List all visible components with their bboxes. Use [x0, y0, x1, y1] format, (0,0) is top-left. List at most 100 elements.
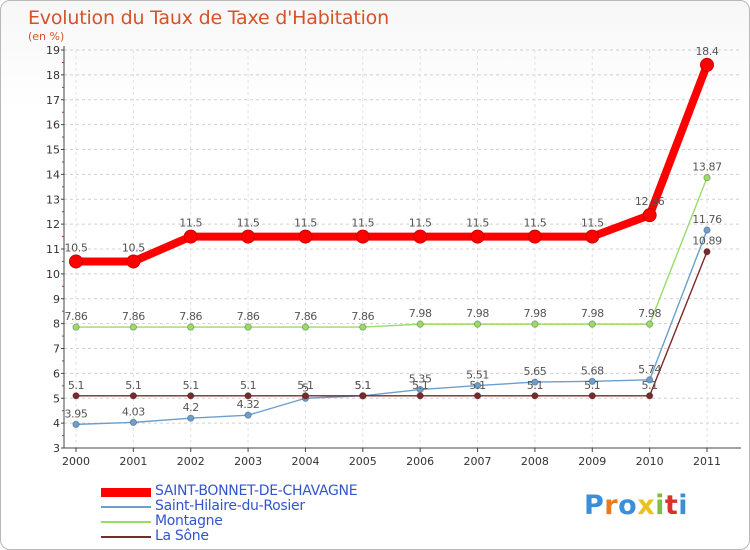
data-label: 4.2	[183, 401, 199, 414]
data-point	[531, 378, 539, 386]
chart-title: Evolution du Taux de Taxe d'Habitation	[28, 7, 389, 29]
data-label: 7.86	[351, 310, 374, 323]
data-point	[645, 376, 654, 384]
y-tick-label: 18	[46, 69, 60, 82]
data-label: 13.87	[692, 161, 722, 174]
data-point	[301, 392, 310, 400]
x-tick-label: 2000	[62, 455, 90, 468]
data-point	[298, 229, 313, 244]
data-label: 7.86	[237, 310, 260, 323]
data-point	[703, 248, 711, 256]
x-tick-label: 2007	[464, 455, 492, 468]
data-point	[645, 392, 654, 400]
data-label: 7.86	[122, 310, 145, 323]
data-label: 5.51	[466, 369, 489, 382]
x-tick-label: 2004	[291, 455, 319, 468]
data-point	[355, 229, 370, 244]
data-point	[187, 392, 195, 400]
data-label: 3.95	[65, 407, 88, 420]
x-tick-label: 2001	[119, 455, 147, 468]
data-label: 5.1	[584, 379, 600, 392]
y-tick-label: 9	[53, 293, 60, 306]
data-label: 18.4	[696, 45, 719, 58]
x-tick-label: 2003	[234, 455, 262, 468]
legend-swatch-montagne	[101, 521, 151, 523]
data-label: 7.86	[65, 310, 88, 323]
data-label: 10.5	[65, 241, 88, 254]
data-point	[129, 418, 138, 427]
y-tick-label: 16	[46, 119, 60, 132]
y-tick-label: 14	[46, 168, 60, 181]
data-point	[642, 208, 657, 223]
series-line	[75, 251, 708, 397]
data-label: 7.86	[294, 310, 317, 323]
data-point	[703, 226, 711, 234]
y-tick-label: 10	[46, 268, 60, 281]
logo-letter: i	[678, 490, 689, 521]
x-tick-label: 2002	[177, 455, 205, 468]
data-point	[703, 173, 711, 182]
y-tick-label: 17	[46, 94, 60, 107]
logo-letter: o	[618, 490, 638, 521]
data-point	[531, 320, 539, 328]
data-label: 4.03	[122, 405, 145, 418]
data-point	[588, 392, 596, 400]
legend-label: SAINT-BONNET-DE-CHAVAGNE	[155, 483, 358, 499]
x-tick-label: 2008	[521, 455, 549, 468]
series-line	[75, 176, 708, 328]
data-point	[187, 414, 195, 422]
data-point	[187, 323, 195, 331]
data-label: 12.36	[635, 195, 665, 208]
data-label: 11.5	[523, 217, 546, 230]
legend-swatch-saint-bonnet	[101, 488, 151, 497]
series-line	[72, 60, 711, 266]
x-tick-label: 2009	[578, 455, 606, 468]
y-tick-label: 5	[53, 392, 60, 405]
x-tick-label: 2010	[636, 455, 664, 468]
legend-label: Montagne	[155, 513, 223, 529]
data-point	[527, 229, 542, 244]
data-point	[126, 254, 141, 269]
data-label: 5.68	[581, 364, 604, 377]
data-point	[129, 392, 138, 400]
data-point	[72, 323, 80, 331]
x-tick-label: 2011	[693, 455, 721, 468]
data-label: 7.98	[638, 307, 661, 320]
data-point	[72, 392, 80, 400]
data-point	[244, 392, 252, 400]
data-point	[473, 381, 482, 390]
data-label: 5.1	[527, 379, 543, 392]
data-label: 11.5	[237, 217, 260, 230]
data-label: 4.32	[237, 398, 260, 411]
y-tick-label: 7	[53, 343, 60, 356]
logo-letter: t	[664, 490, 679, 521]
data-point	[359, 323, 367, 331]
legend-swatch-la-sone	[101, 536, 151, 538]
y-tick-label: 6	[53, 367, 60, 380]
data-point	[244, 411, 252, 419]
x-tick-label: 2006	[406, 455, 434, 468]
data-label: 5.65	[523, 365, 546, 378]
y-tick-label: 19	[46, 44, 60, 57]
data-label: 5.1	[125, 379, 141, 392]
data-point	[416, 320, 424, 328]
data-label: 11.76	[692, 213, 722, 226]
logo-letter: r	[604, 490, 619, 521]
data-label: 10.5	[122, 241, 145, 254]
data-label: 5.1	[412, 379, 428, 392]
data-point	[645, 320, 654, 328]
data-label: 11.5	[409, 217, 432, 230]
series-line	[75, 229, 708, 426]
data-label: 11.5	[466, 217, 489, 230]
data-point	[413, 229, 428, 244]
x-tick-label: 2005	[349, 455, 377, 468]
data-label: 5	[302, 381, 309, 394]
logo-letter: P	[584, 490, 605, 521]
data-point	[241, 229, 256, 244]
data-label: 5.35	[409, 373, 432, 386]
data-label: 5.74	[638, 363, 661, 376]
data-point	[359, 392, 367, 400]
data-point	[531, 392, 539, 400]
data-point	[301, 323, 310, 331]
